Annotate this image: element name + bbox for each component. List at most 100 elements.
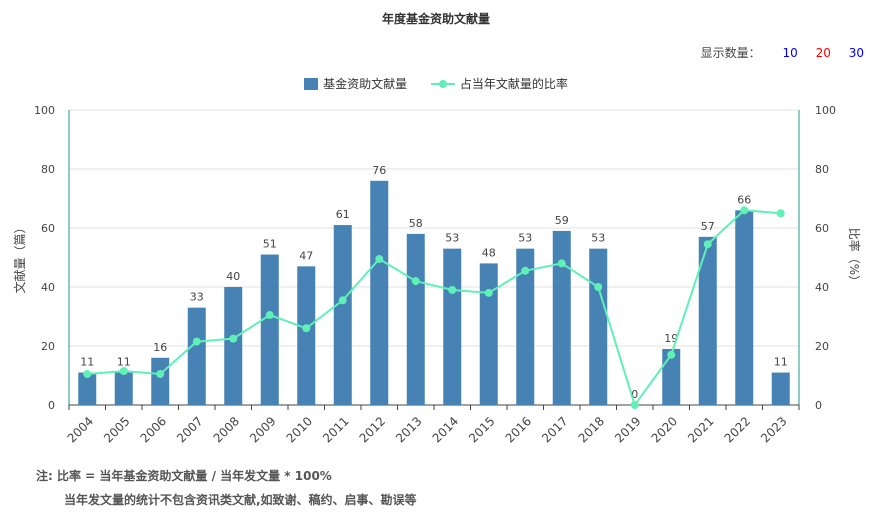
ratio-point — [338, 296, 347, 305]
legend-label: 基金资助文献量 — [323, 77, 408, 91]
x-tick-label: 2017 — [539, 414, 570, 445]
ratio-point — [594, 283, 603, 291]
bar-value-label: 48 — [482, 246, 496, 259]
y-tick-label: 60 — [41, 222, 55, 235]
y2-tick-label: 100 — [815, 104, 836, 117]
bar — [78, 372, 97, 405]
bar — [370, 180, 389, 405]
legend-swatch-bar — [304, 78, 319, 90]
ratio-point — [557, 259, 566, 268]
y-tick-label: 80 — [41, 163, 55, 176]
ratio-point — [375, 254, 384, 263]
bar-value-label: 11 — [774, 356, 788, 369]
y2-tick-label: 0 — [815, 399, 822, 412]
bar — [479, 263, 498, 405]
ratio-point — [448, 285, 457, 294]
ratio-point — [265, 311, 274, 320]
bar — [552, 230, 571, 405]
y-tick-label: 40 — [41, 281, 55, 294]
bar — [406, 233, 425, 405]
display-count-selector: 显示数量： 10 20 30 — [701, 44, 864, 61]
bar — [260, 254, 279, 405]
bar — [333, 225, 352, 405]
note-line-2: 当年发文量的统计不包含资讯类文献,如致谢、稿约、启事、勘误等 — [64, 493, 417, 507]
x-tick-label: 2014 — [430, 414, 461, 445]
bar — [151, 357, 170, 405]
bar — [516, 248, 535, 405]
ratio-point — [119, 367, 128, 376]
y2-tick-label: 60 — [815, 222, 829, 235]
legend-label: 占当年文献量的比率 — [459, 77, 568, 91]
bar-value-label: 53 — [591, 232, 605, 245]
display-count-option[interactable]: 10 — [782, 46, 798, 60]
x-tick-label: 2010 — [284, 414, 315, 445]
bar — [297, 266, 316, 405]
bar — [698, 236, 717, 405]
x-tick-label: 2022 — [722, 414, 753, 445]
bar-value-label: 11 — [80, 356, 94, 369]
x-tick-label: 2011 — [320, 414, 351, 445]
y-axis-title: 文献量（篇） — [12, 221, 27, 293]
x-tick-label: 2023 — [758, 414, 789, 445]
bar-value-label: 76 — [372, 164, 386, 177]
bar — [589, 248, 608, 405]
bar — [224, 287, 243, 405]
ratio-point — [703, 240, 712, 249]
bar — [443, 248, 462, 405]
chart-legend: 基金资助文献量 占当年文献量的比率 — [0, 75, 872, 92]
display-count-label: 显示数量： — [700, 46, 761, 60]
bar — [114, 372, 133, 405]
display-count-option[interactable]: 20 — [815, 46, 831, 60]
ratio-point — [156, 370, 165, 379]
ratio-point — [192, 337, 201, 346]
x-tick-label: 2013 — [393, 414, 424, 445]
bar-value-label: 47 — [299, 249, 313, 262]
y-tick-label: 20 — [41, 340, 55, 353]
legend-item-line[interactable]: 占当年文献量的比率 — [430, 75, 568, 92]
bar — [735, 210, 754, 405]
x-tick-label: 2008 — [211, 414, 242, 445]
bar — [662, 348, 681, 405]
ratio-line — [87, 209, 781, 408]
chart-title: 年度基金资助文献量 — [381, 12, 490, 26]
x-tick-label: 2004 — [65, 414, 96, 445]
legend-swatch-line — [430, 78, 455, 90]
display-count-option[interactable]: 30 — [848, 46, 864, 60]
y-tick-label: 0 — [48, 399, 55, 412]
x-tick-label: 2005 — [101, 414, 132, 445]
bar — [771, 372, 790, 405]
ratio-point — [484, 288, 493, 297]
bar-value-label: 61 — [336, 208, 350, 221]
note-line-1: 注: 比率 = 当年基金资助文献量 / 当年发文量 * 100% — [36, 469, 332, 483]
ratio-point — [411, 277, 420, 286]
x-tick-label: 2018 — [576, 414, 607, 445]
x-tick-label: 2016 — [503, 414, 534, 445]
bar-value-label: 57 — [701, 220, 715, 233]
y-tick-label: 100 — [34, 104, 55, 117]
y2-axis-title: 比率（%） — [847, 228, 862, 287]
legend-item-bar[interactable]: 基金资助文献量 — [304, 75, 407, 92]
x-tick-label: 2007 — [174, 414, 205, 445]
ratio-point — [302, 324, 311, 333]
bar-value-label: 58 — [409, 217, 423, 230]
bar-value-label: 0 — [631, 388, 638, 401]
y2-tick-label: 80 — [815, 163, 829, 176]
x-tick-label: 2020 — [649, 414, 680, 445]
bar-value-label: 11 — [117, 356, 131, 369]
ratio-point — [667, 350, 676, 359]
ratio-point — [83, 370, 92, 379]
ratio-point — [630, 401, 639, 409]
bar-value-label: 66 — [737, 193, 751, 206]
x-tick-label: 2015 — [466, 414, 497, 445]
ratio-point — [776, 209, 785, 218]
x-tick-label: 2012 — [357, 414, 388, 445]
bar-value-label: 40 — [226, 270, 240, 283]
bar-value-label: 16 — [153, 341, 167, 354]
ratio-point — [521, 266, 530, 275]
y2-tick-label: 40 — [815, 281, 829, 294]
ratio-point — [740, 206, 749, 215]
chart-notes: 注: 比率 = 当年基金资助文献量 / 当年发文量 * 100% 当年发文量的统… — [36, 464, 417, 512]
bar-value-label: 53 — [445, 232, 459, 245]
bar-value-label: 53 — [518, 232, 532, 245]
